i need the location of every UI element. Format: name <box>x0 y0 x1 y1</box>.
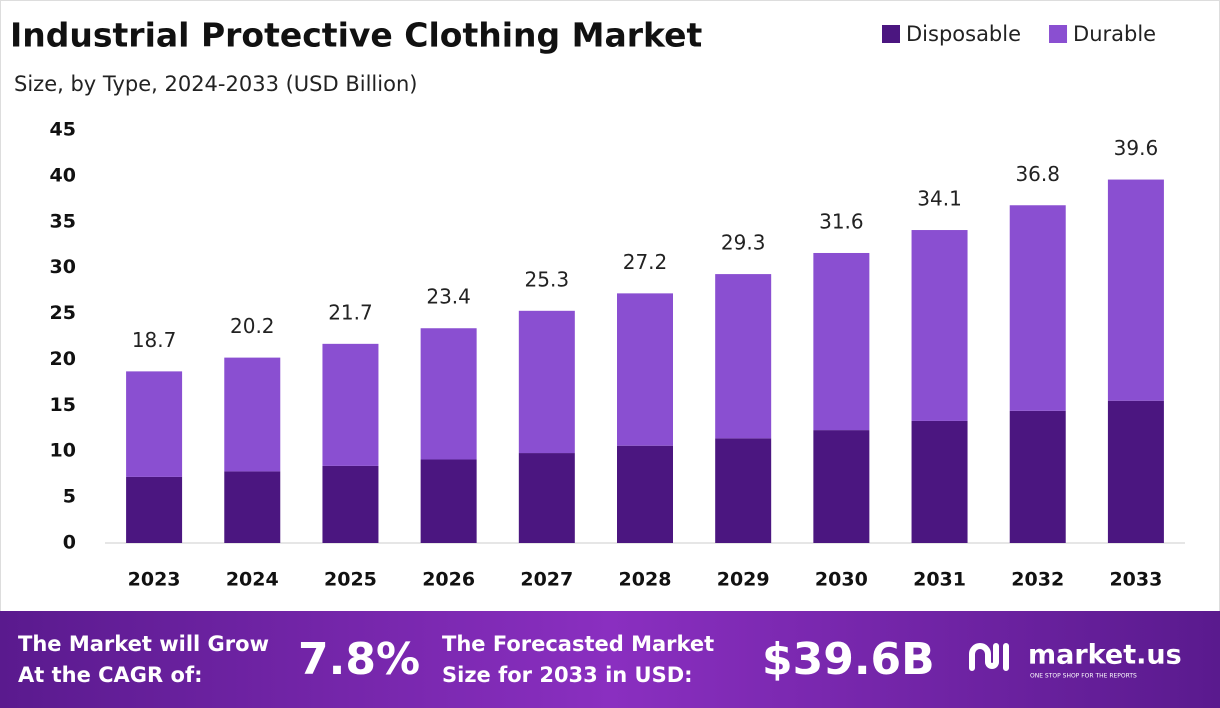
x-tick-label: 2023 <box>128 569 181 591</box>
bar-segment <box>911 230 968 421</box>
bar-segment <box>1009 410 1066 543</box>
footer-value: $39.6B <box>762 634 935 685</box>
bar-segment <box>715 438 772 543</box>
bar-segment <box>322 465 379 543</box>
total-label: 18.7 <box>132 328 177 352</box>
chart-subtitle: Size, by Type, 2024-2033 (USD Billion) <box>14 72 417 96</box>
total-label: 27.2 <box>623 250 668 274</box>
x-tick-label: 2033 <box>1109 569 1162 591</box>
bar-segment <box>813 430 870 543</box>
total-label: 36.8 <box>1015 162 1060 186</box>
bar-segment <box>1107 400 1164 543</box>
y-tick-label: 5 <box>63 486 76 508</box>
legend-label: Disposable <box>906 22 1021 46</box>
legend-swatch <box>1049 25 1068 43</box>
x-tick-label: 2029 <box>717 569 770 591</box>
y-tick-label: 40 <box>50 164 76 186</box>
bar-segment <box>126 371 183 477</box>
bar-segment <box>617 293 673 446</box>
chart-title: Industrial Protective Clothing Market <box>10 16 702 55</box>
bar-segment <box>518 453 575 543</box>
footer-text: Size for 2033 in USD: <box>442 663 693 687</box>
footer-text: The Market will Grow <box>18 632 269 656</box>
total-label: 29.3 <box>721 231 766 255</box>
y-tick-label: 45 <box>50 119 76 141</box>
bar-segment <box>715 274 772 439</box>
total-label: 21.7 <box>328 300 373 324</box>
bar-segment <box>420 459 477 543</box>
brand-logo <box>969 643 1009 671</box>
x-tick-label: 2032 <box>1011 569 1064 591</box>
total-label: 20.2 <box>230 314 275 338</box>
y-tick-label: 15 <box>50 394 76 416</box>
bar-segment <box>518 310 575 454</box>
x-tick-label: 2030 <box>815 569 868 591</box>
bar-segment <box>911 420 968 543</box>
total-label: 34.1 <box>917 187 962 211</box>
bar-segment <box>813 252 870 431</box>
brand-tagline: ONE STOP SHOP FOR THE REPORTS <box>1030 673 1137 680</box>
x-tick-label: 2025 <box>324 569 377 591</box>
footer-value: 7.8% <box>298 634 420 685</box>
bar-segment <box>420 328 477 460</box>
y-tick-label: 0 <box>63 532 76 554</box>
y-tick-label: 25 <box>50 302 76 324</box>
x-tick-label: 2024 <box>226 569 279 591</box>
legend-label: Durable <box>1073 22 1156 46</box>
total-label: 23.4 <box>426 285 471 309</box>
y-tick-label: 10 <box>50 440 76 462</box>
total-label: 39.6 <box>1114 136 1159 160</box>
bar-segment <box>126 476 183 543</box>
bar-segment <box>322 343 379 466</box>
footer-text: At the CAGR of: <box>18 663 203 687</box>
bar-segment <box>224 357 281 472</box>
bar-segment <box>617 445 673 543</box>
bar-segment <box>224 471 281 543</box>
legend-swatch <box>882 25 900 43</box>
bar-segment <box>1107 179 1164 401</box>
brand-name: market.us <box>1028 640 1182 671</box>
total-label: 31.6 <box>819 209 864 233</box>
footer-band <box>0 611 1220 708</box>
x-tick-label: 2026 <box>422 569 475 591</box>
bar-segment <box>1009 205 1066 411</box>
total-label: 25.3 <box>525 267 570 291</box>
x-tick-label: 2027 <box>520 569 573 591</box>
x-tick-label: 2028 <box>619 569 672 591</box>
x-tick-label: 2031 <box>913 569 966 591</box>
y-tick-label: 30 <box>50 256 76 278</box>
y-tick-label: 20 <box>50 348 76 370</box>
footer-text: The Forecasted Market <box>442 632 714 656</box>
y-tick-label: 35 <box>50 210 76 232</box>
